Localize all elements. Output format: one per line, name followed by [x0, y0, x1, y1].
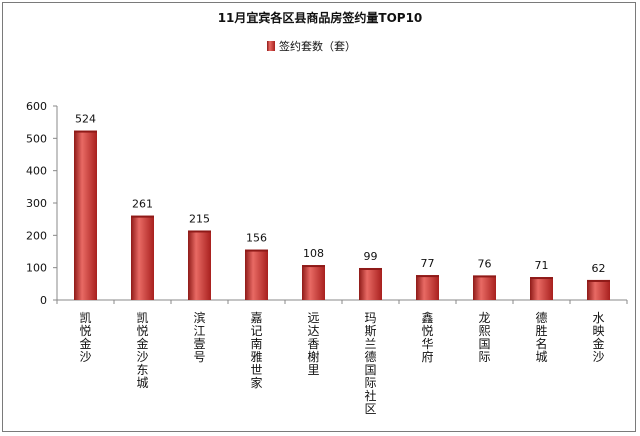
- bar-cap: [188, 230, 211, 233]
- bar: [530, 277, 553, 300]
- bar: [74, 130, 97, 300]
- data-label: 99: [364, 250, 378, 263]
- x-category-label: 鑫悦华府: [421, 310, 433, 364]
- bar-cap: [587, 279, 610, 282]
- x-category-label: 德胜名城: [535, 310, 547, 364]
- bar-cap: [473, 275, 496, 278]
- x-category-label: 凯悦金沙: [79, 311, 91, 364]
- bar-cap: [74, 130, 97, 133]
- bar-cap: [359, 267, 382, 270]
- data-label: 108: [303, 247, 324, 260]
- bar: [188, 230, 211, 300]
- y-tick-label: 300: [26, 197, 47, 210]
- data-label: 62: [592, 262, 606, 275]
- bar: [131, 215, 154, 300]
- data-label: 524: [75, 113, 96, 126]
- bar-cap: [245, 249, 268, 252]
- x-category-label: 嘉记南雅世家: [250, 311, 262, 390]
- x-category-label: 水映金沙: [592, 311, 604, 364]
- data-label: 261: [132, 198, 153, 211]
- data-label: 156: [246, 232, 267, 245]
- x-category-label: 远达香榭里: [307, 311, 319, 377]
- data-label: 77: [421, 257, 435, 270]
- x-category-label: 玛斯兰德国际社区: [364, 311, 376, 416]
- y-tick-label: 600: [26, 100, 47, 113]
- data-label: 71: [535, 259, 549, 272]
- bar: [245, 249, 268, 300]
- data-label: 76: [478, 257, 492, 270]
- y-tick-label: 100: [26, 262, 47, 275]
- y-tick-label: 500: [26, 132, 47, 145]
- bar: [416, 275, 439, 300]
- legend-label: 签约套数（套）: [279, 39, 356, 53]
- chart-title: 11月宜宾各区县商品房签约量TOP10: [218, 10, 423, 25]
- bar-cap: [131, 215, 154, 218]
- legend: 签约套数（套）: [267, 39, 356, 53]
- bar: [359, 267, 382, 300]
- data-label: 215: [189, 212, 210, 225]
- x-category-label: 凯悦金沙东城: [136, 311, 148, 390]
- y-tick-label: 400: [26, 165, 47, 178]
- x-category-label: 滨江壹号: [193, 310, 205, 364]
- y-tick-label: 0: [40, 294, 47, 307]
- bar-cap: [530, 277, 553, 280]
- legend-swatch: [267, 41, 275, 51]
- bar-cap: [302, 265, 325, 268]
- y-tick-label: 200: [26, 229, 47, 242]
- bar: [587, 279, 610, 300]
- x-category-label: 龙熙国际: [478, 311, 490, 364]
- bar: [302, 265, 325, 300]
- bar: [473, 275, 496, 300]
- chart-frame: [2, 2, 636, 432]
- bar-cap: [416, 275, 439, 278]
